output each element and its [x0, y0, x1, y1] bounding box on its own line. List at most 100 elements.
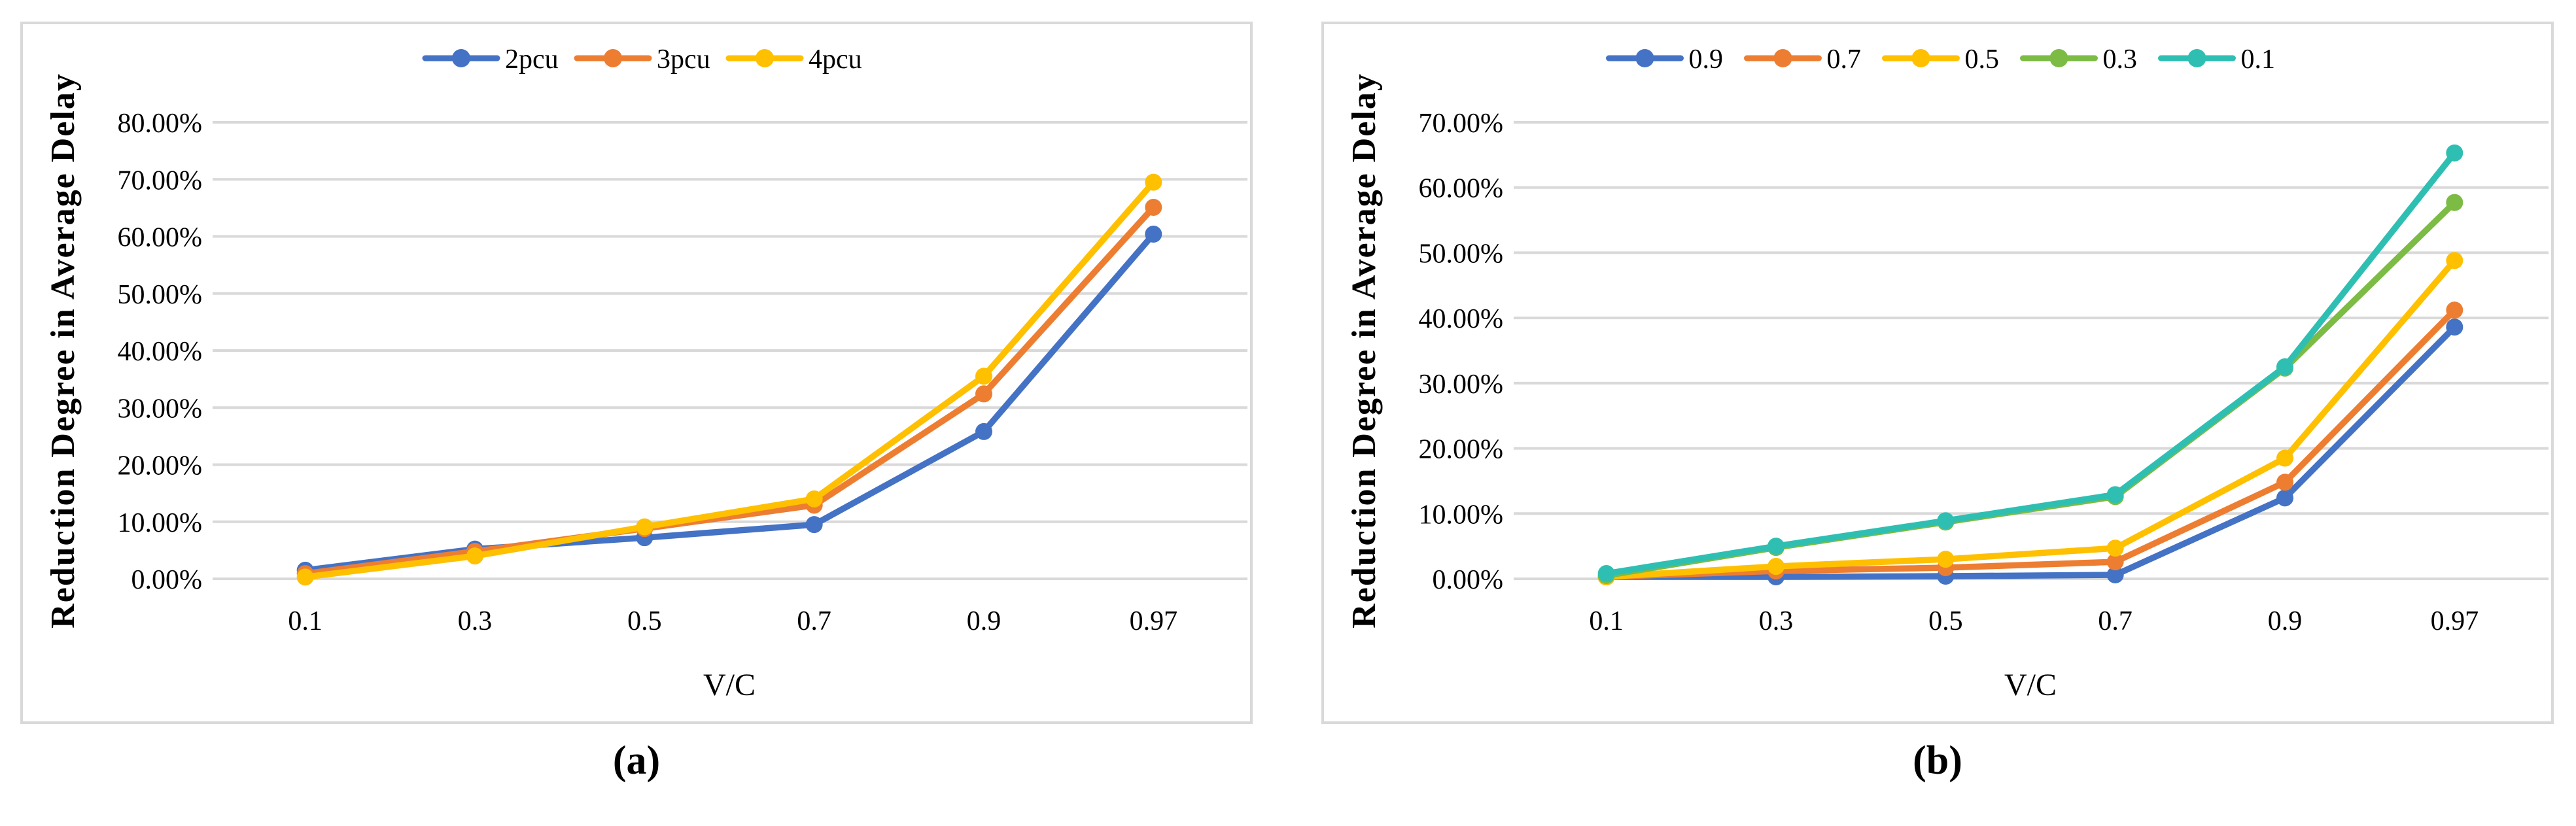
- data-point-4pcu-0.5: [636, 518, 653, 536]
- y-tick-label: 40.00%: [118, 337, 203, 367]
- data-point-0.1-0.5: [1937, 512, 1955, 530]
- chart-panel-b: 0.00% 10.00% 20.00% 30.00% 40.00% 50.00% 60.00…: [1321, 22, 2554, 724]
- data-point-2pcu-0.9: [975, 422, 992, 440]
- data-point-0.5-0.3: [1767, 558, 1784, 576]
- data-point-0.5-0.7: [2106, 540, 2124, 557]
- data-point-4pcu-0.1: [296, 568, 314, 586]
- x-tick-label: 0.7: [2098, 606, 2132, 636]
- x-tick-label: 0.1: [288, 606, 322, 636]
- legend-marker-dot: [2187, 49, 2206, 67]
- x-tick-label: 0.1: [1589, 606, 1624, 636]
- data-point-0.1-0.1: [1597, 565, 1615, 583]
- legend-item: 4pcu: [725, 44, 862, 75]
- y-tick-label: 80.00%: [118, 109, 203, 139]
- x-tick-label: 0.3: [1759, 606, 1794, 636]
- series-line-0.9: [1603, 324, 2458, 580]
- y-tick-label: 20.00%: [118, 451, 203, 481]
- legend-marker-dot: [1635, 49, 1654, 67]
- y-tick-label: 50.00%: [118, 280, 203, 310]
- data-point-0.1-0.9: [2276, 358, 2293, 375]
- data-point-2pcu-0.7: [805, 516, 823, 534]
- data-point-0.1-0.7: [2106, 486, 2124, 504]
- legend-label: 0.3: [2103, 44, 2138, 75]
- line-chart-b: 0.00% 10.00% 20.00% 30.00% 40.00% 50.00% 60.00…: [1346, 44, 2549, 702]
- y-tick-label: 30.00%: [118, 394, 203, 424]
- y-tick-label: 60.00%: [118, 223, 203, 253]
- x-tick-label: 0.97: [1130, 606, 1178, 636]
- legend-marker-dot: [452, 49, 470, 67]
- y-tick-label: 20.00%: [1419, 435, 1504, 465]
- data-point-0.9-0.9: [2276, 489, 2293, 507]
- y-tick-label: 40.00%: [1419, 304, 1504, 334]
- legend-label: 4pcu: [809, 44, 862, 75]
- data-point-4pcu-0.3: [466, 547, 483, 565]
- data-point-0.7-0.9: [2276, 473, 2293, 491]
- data-point-3pcu-0.9: [975, 385, 992, 403]
- legend-label: 0.1: [2241, 44, 2276, 75]
- data-point-0.5-0.97: [2446, 252, 2463, 269]
- caption-a: (a): [612, 738, 661, 783]
- legend-marker-dot: [1773, 49, 1792, 67]
- legend-item: 0.9: [1606, 44, 1724, 75]
- chart-panel-a: 0.00% 10.00% 20.00% 30.00% 40.00% 50.00% 60.00…: [20, 22, 1253, 724]
- data-point-0.9-0.7: [2106, 566, 2124, 584]
- data-point-4pcu-0.9: [975, 368, 992, 385]
- series-line-0.7: [1603, 307, 2458, 580]
- series-line-3pcu: [302, 204, 1157, 577]
- y-tick-label: 0.00%: [131, 565, 203, 595]
- y-tick-label: 60.00%: [1419, 174, 1504, 204]
- x-tick-label: 0.5: [627, 606, 662, 636]
- y-tick-label: 10.00%: [1419, 500, 1504, 530]
- caption-b: (b): [1913, 738, 1962, 783]
- data-point-3pcu-0.97: [1145, 199, 1162, 216]
- legend-item: 0.3: [2020, 44, 2138, 75]
- legend-label: 3pcu: [657, 44, 710, 75]
- y-axis-title: Reduction Degree in Average Delay: [1346, 73, 1383, 628]
- legend-item: 0.5: [1882, 44, 2000, 75]
- legend-marker-dot: [2049, 49, 2068, 67]
- x-axis-title: V/C: [703, 668, 756, 702]
- data-point-0.1-0.97: [2446, 144, 2463, 162]
- data-point-0.5-0.5: [1937, 551, 1955, 568]
- y-tick-label: 50.00%: [1419, 239, 1504, 269]
- legend-marker-dot: [1911, 49, 1930, 67]
- data-point-4pcu-0.97: [1145, 173, 1162, 191]
- data-point-0.1-0.3: [1767, 538, 1784, 555]
- legend-label: 0.9: [1689, 44, 1724, 75]
- data-point-0.5-0.9: [2276, 449, 2293, 467]
- legend-item: 0.1: [2158, 44, 2276, 75]
- y-tick-label: 70.00%: [118, 165, 203, 196]
- data-point-4pcu-0.7: [805, 490, 823, 508]
- line-chart-a: 0.00% 10.00% 20.00% 30.00% 40.00% 50.00% 60.00…: [44, 44, 1247, 702]
- legend-marker-dot: [604, 49, 622, 67]
- y-tick-label: 70.00%: [1419, 109, 1504, 139]
- legend-marker-dot: [756, 49, 774, 67]
- series-line-0.3: [1603, 199, 2458, 579]
- data-point-2pcu-0.97: [1145, 226, 1162, 243]
- x-tick-label: 0.3: [458, 606, 493, 636]
- y-tick-label: 0.00%: [1433, 565, 1504, 595]
- legend-item: 3pcu: [574, 44, 710, 75]
- y-tick-label: 30.00%: [1419, 370, 1504, 400]
- series-line-0.5: [1603, 257, 2458, 580]
- x-tick-label: 0.9: [967, 606, 1001, 636]
- x-tick-label: 0.97: [2431, 606, 2479, 636]
- legend-item: 2pcu: [422, 44, 559, 75]
- legend-item: 0.7: [1744, 44, 1862, 75]
- series-line-0.1: [1603, 150, 2458, 577]
- y-tick-label: 10.00%: [118, 508, 203, 538]
- series-line-4pcu: [302, 179, 1157, 581]
- x-tick-label: 0.5: [1928, 606, 1963, 636]
- legend-label: 0.5: [1965, 44, 2000, 75]
- x-axis-title: V/C: [2004, 668, 2057, 702]
- data-point-0.3-0.97: [2446, 194, 2463, 211]
- legend-label: 0.7: [1827, 44, 1862, 75]
- data-point-0.7-0.7: [2106, 553, 2124, 571]
- x-tick-label: 0.7: [797, 606, 831, 636]
- data-point-0.9-0.97: [2446, 318, 2463, 336]
- legend-label: 2pcu: [505, 44, 559, 75]
- x-tick-label: 0.9: [2268, 606, 2303, 636]
- y-axis-title: Reduction Degree in Average Delay: [44, 73, 82, 628]
- data-point-0.7-0.97: [2446, 301, 2463, 319]
